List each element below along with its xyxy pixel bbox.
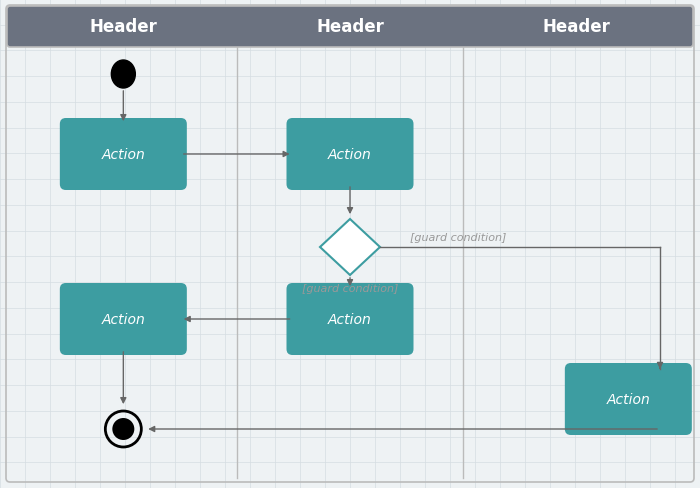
Text: Header: Header xyxy=(316,19,384,37)
Text: Header: Header xyxy=(542,19,610,37)
Text: Action: Action xyxy=(328,148,372,162)
Text: [guard condition]: [guard condition] xyxy=(410,232,506,243)
Ellipse shape xyxy=(111,61,135,89)
Ellipse shape xyxy=(112,418,134,440)
Text: [guard condition]: [guard condition] xyxy=(302,284,398,293)
FancyBboxPatch shape xyxy=(286,119,414,191)
FancyBboxPatch shape xyxy=(565,363,692,435)
Text: Header: Header xyxy=(90,19,158,37)
Polygon shape xyxy=(320,220,380,275)
Text: Action: Action xyxy=(102,148,145,162)
FancyBboxPatch shape xyxy=(7,7,693,48)
FancyBboxPatch shape xyxy=(60,119,187,191)
Text: Action: Action xyxy=(328,312,372,326)
FancyBboxPatch shape xyxy=(286,284,414,355)
Text: Action: Action xyxy=(102,312,145,326)
Text: Action: Action xyxy=(606,392,650,406)
FancyBboxPatch shape xyxy=(60,284,187,355)
